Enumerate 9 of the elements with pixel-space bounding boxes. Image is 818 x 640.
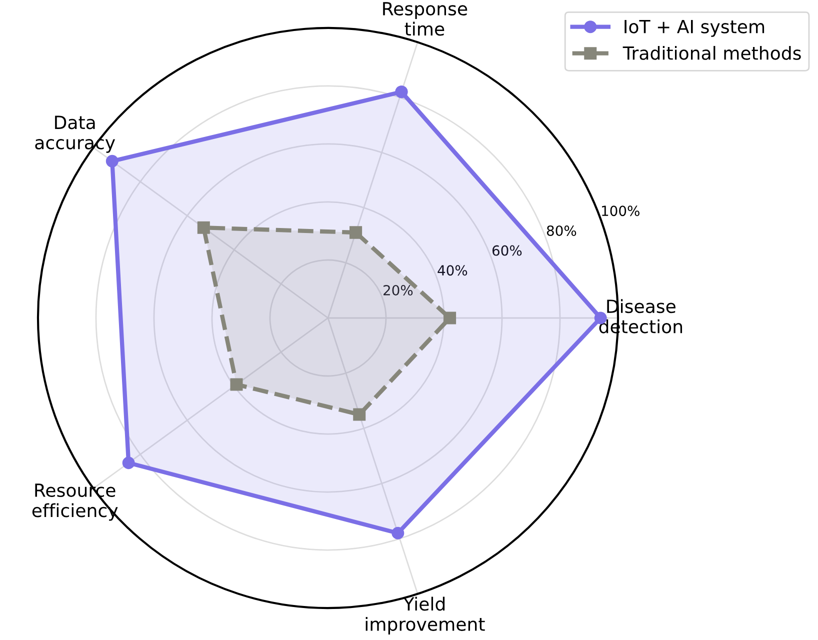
- y-tick-label: 80%: [546, 225, 576, 236]
- spoke-label: Response time: [383, 2, 468, 36]
- y-tick-label: 20%: [384, 284, 413, 296]
- spoke-label: Yield improvement: [366, 596, 485, 634]
- legend-label: Traditional methods: [622, 46, 801, 60]
- y-tick-label: 100%: [602, 206, 640, 216]
- y-tick-label: 60%: [492, 245, 522, 256]
- y-tick-label: 40%: [438, 265, 468, 276]
- legend-label: IoT + AI system: [624, 20, 764, 37]
